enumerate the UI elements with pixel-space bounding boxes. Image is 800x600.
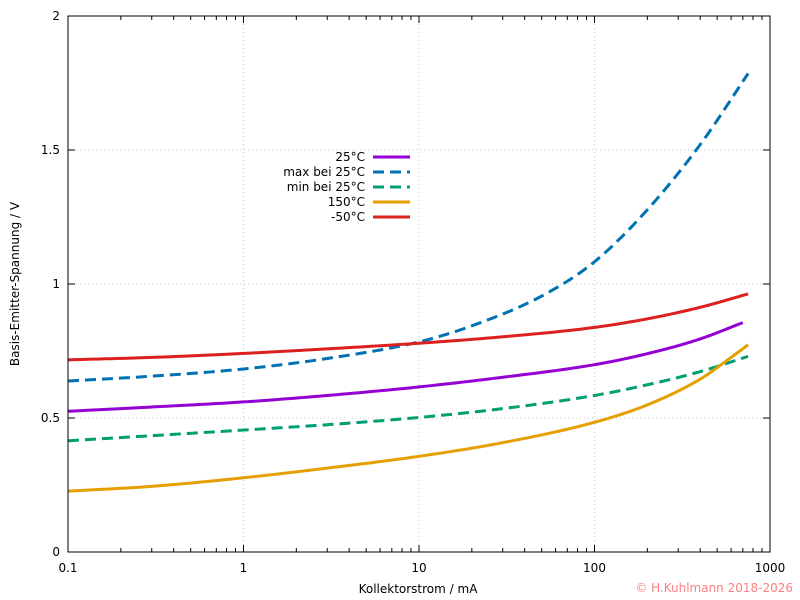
series-line-150-c — [67, 343, 749, 493]
series-lines — [67, 72, 750, 493]
y-tick-label: 0.5 — [41, 411, 60, 425]
x-tick-label: 0.1 — [58, 561, 77, 575]
legend-label: min bei 25°C — [287, 180, 365, 194]
axis-ticks: 0.1 1 10 100 1000 0 0.5 1 1.5 2 — [41, 9, 785, 575]
series-line-50-c — [67, 292, 749, 362]
grid-lines — [68, 16, 770, 552]
series-line-min-bei-25-c — [67, 354, 749, 443]
series-line-max-bei-25-c — [67, 72, 750, 383]
legend-label: 25°C — [335, 150, 365, 164]
x-tick-label: 1000 — [755, 561, 786, 575]
x-axis-label: Kollektorstrom / mA — [359, 582, 479, 596]
y-tick-label: 1.5 — [41, 143, 60, 157]
legend-label: max bei 25°C — [283, 165, 365, 179]
legend-label: -50°C — [331, 210, 365, 224]
y-tick-label: 0 — [52, 545, 60, 559]
x-tick-label: 1 — [240, 561, 248, 575]
legend-label: 150°C — [328, 195, 365, 209]
x-tick-label: 100 — [583, 561, 606, 575]
series-line-25-c — [67, 321, 744, 413]
copyright-notice: © H.Kuhlmann 2018-2026 — [635, 581, 793, 595]
y-tick-label: 2 — [52, 9, 60, 23]
y-axis-label: Basis-Emitter-Spannung / V — [8, 201, 22, 366]
y-tick-label: 1 — [52, 277, 60, 291]
x-tick-label: 10 — [411, 561, 426, 575]
